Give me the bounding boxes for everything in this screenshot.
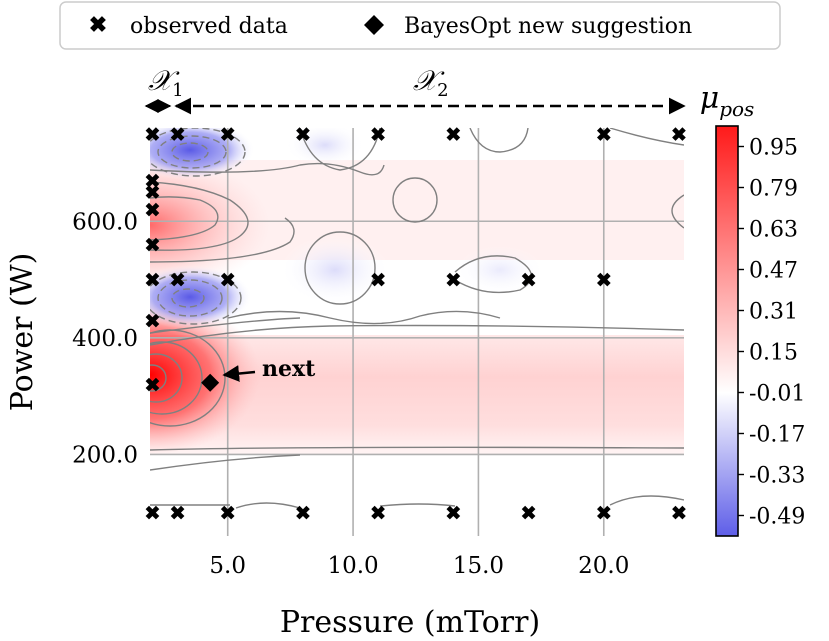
observed-point: ✖ bbox=[170, 270, 186, 292]
observed-point: ✖ bbox=[370, 270, 386, 292]
colorbar-tick-label: 0.47 bbox=[749, 259, 798, 284]
x-tick-label: 15.0 bbox=[453, 553, 504, 579]
region-x1-label: 𝒳1 bbox=[148, 64, 184, 101]
colorbar-tick-label: -0.49 bbox=[749, 505, 805, 530]
legend-label-observed: observed data bbox=[130, 14, 288, 39]
observed-point: ✖ bbox=[521, 270, 537, 292]
observed-point: ✖ bbox=[596, 503, 612, 525]
colorbar-gradient bbox=[715, 125, 739, 537]
observed-point: ✖ bbox=[295, 124, 311, 146]
y-tick-label: 400.0 bbox=[72, 326, 138, 352]
observed-point: ✖ bbox=[671, 503, 687, 525]
legend-x-marker-icon: ✖ bbox=[89, 12, 107, 38]
colorbar: μpos 0.95 0.79 0.63 0.47 0.31 0.15 -0.01 -0.17 -… bbox=[700, 81, 805, 537]
x-tick-label: 10.0 bbox=[327, 553, 378, 579]
observed-point: ✖ bbox=[445, 124, 461, 146]
observed-point: ✖ bbox=[596, 124, 612, 146]
observed-point: ✖ bbox=[370, 503, 386, 525]
x-axis-label: Pressure (mTorr) bbox=[280, 605, 540, 640]
observed-point: ✖ bbox=[145, 310, 161, 332]
contour-lines bbox=[150, 128, 684, 509]
observed-point: ✖ bbox=[445, 503, 461, 525]
next-arrow bbox=[222, 365, 256, 382]
observed-point: ✖ bbox=[445, 270, 461, 292]
y-axis-ticks: 200.0 400.0 600.0 bbox=[72, 209, 138, 468]
observed-point: ✖ bbox=[170, 124, 186, 146]
x-axis-ticks: 5.0 10.0 15.0 20.0 bbox=[209, 553, 629, 579]
observed-point: ✖ bbox=[145, 124, 161, 146]
observed-point: ✖ bbox=[145, 374, 161, 396]
observed-points: ✖ ✖ ✖ ✖ ✖ ✖ ✖ ✖ ✖ ✖ ✖ ✖ ✖ ✖ ✖ ✖ ✖ ✖ ✖ ✖ ✖ ✖ ✖ ✖ ✖ ✖ ✖ ✖ ✖ ✖ bbox=[145, 124, 687, 525]
observed-point: ✖ bbox=[671, 124, 687, 146]
observed-point: ✖ bbox=[596, 270, 612, 292]
observed-point: ✖ bbox=[170, 503, 186, 525]
legend-diamond-marker-icon bbox=[364, 15, 384, 35]
colorbar-ticks: 0.95 0.79 0.63 0.47 0.31 0.15 -0.01 -0.17 -0.33 -… bbox=[738, 136, 805, 530]
observed-point: ✖ bbox=[220, 270, 236, 292]
colorbar-label: μpos bbox=[700, 81, 755, 121]
observed-point: ✖ bbox=[220, 503, 236, 525]
next-label: next bbox=[262, 356, 316, 382]
colorbar-tick-label: 0.95 bbox=[749, 136, 798, 161]
colorbar-tick-label: 0.79 bbox=[749, 177, 798, 202]
legend-label-suggestion: BayesOpt new suggestion bbox=[404, 14, 692, 39]
next-annotation: next bbox=[222, 356, 316, 382]
observed-point: ✖ bbox=[145, 200, 161, 222]
x-tick-label: 20.0 bbox=[578, 553, 629, 579]
observed-point: ✖ bbox=[370, 124, 386, 146]
colorbar-tick-label: 0.15 bbox=[749, 341, 798, 366]
legend-box bbox=[59, 1, 781, 50]
colorbar-tick-label: -0.01 bbox=[749, 382, 805, 407]
y-axis-label: Power (W) bbox=[5, 253, 40, 412]
suggestion-point bbox=[201, 373, 220, 392]
observed-point: ✖ bbox=[145, 182, 161, 204]
colorbar-tick-label: -0.17 bbox=[749, 423, 805, 448]
observed-point: ✖ bbox=[145, 235, 161, 257]
region-brackets: 𝒳1 𝒳2 bbox=[144, 64, 686, 115]
legend: ✖ observed data BayesOpt new suggestion bbox=[59, 1, 781, 50]
observed-point: ✖ bbox=[521, 503, 537, 525]
suggestion-point-group bbox=[201, 373, 220, 392]
heatmap-field bbox=[150, 128, 684, 536]
observed-point: ✖ bbox=[145, 170, 161, 192]
colorbar-tick-label: 0.31 bbox=[749, 300, 798, 325]
observed-point: ✖ bbox=[145, 503, 161, 525]
y-tick-label: 200.0 bbox=[72, 442, 138, 468]
colorbar-tick-label: -0.33 bbox=[749, 464, 805, 489]
observed-point: ✖ bbox=[145, 270, 161, 292]
observed-point: ✖ bbox=[220, 124, 236, 146]
observed-point: ✖ bbox=[295, 503, 311, 525]
x-tick-label: 5.0 bbox=[209, 553, 246, 579]
colorbar-tick-label: 0.63 bbox=[749, 218, 798, 243]
grid-lines bbox=[150, 128, 684, 536]
region-x2-label: 𝒳2 bbox=[413, 64, 449, 101]
y-tick-label: 600.0 bbox=[72, 209, 138, 235]
